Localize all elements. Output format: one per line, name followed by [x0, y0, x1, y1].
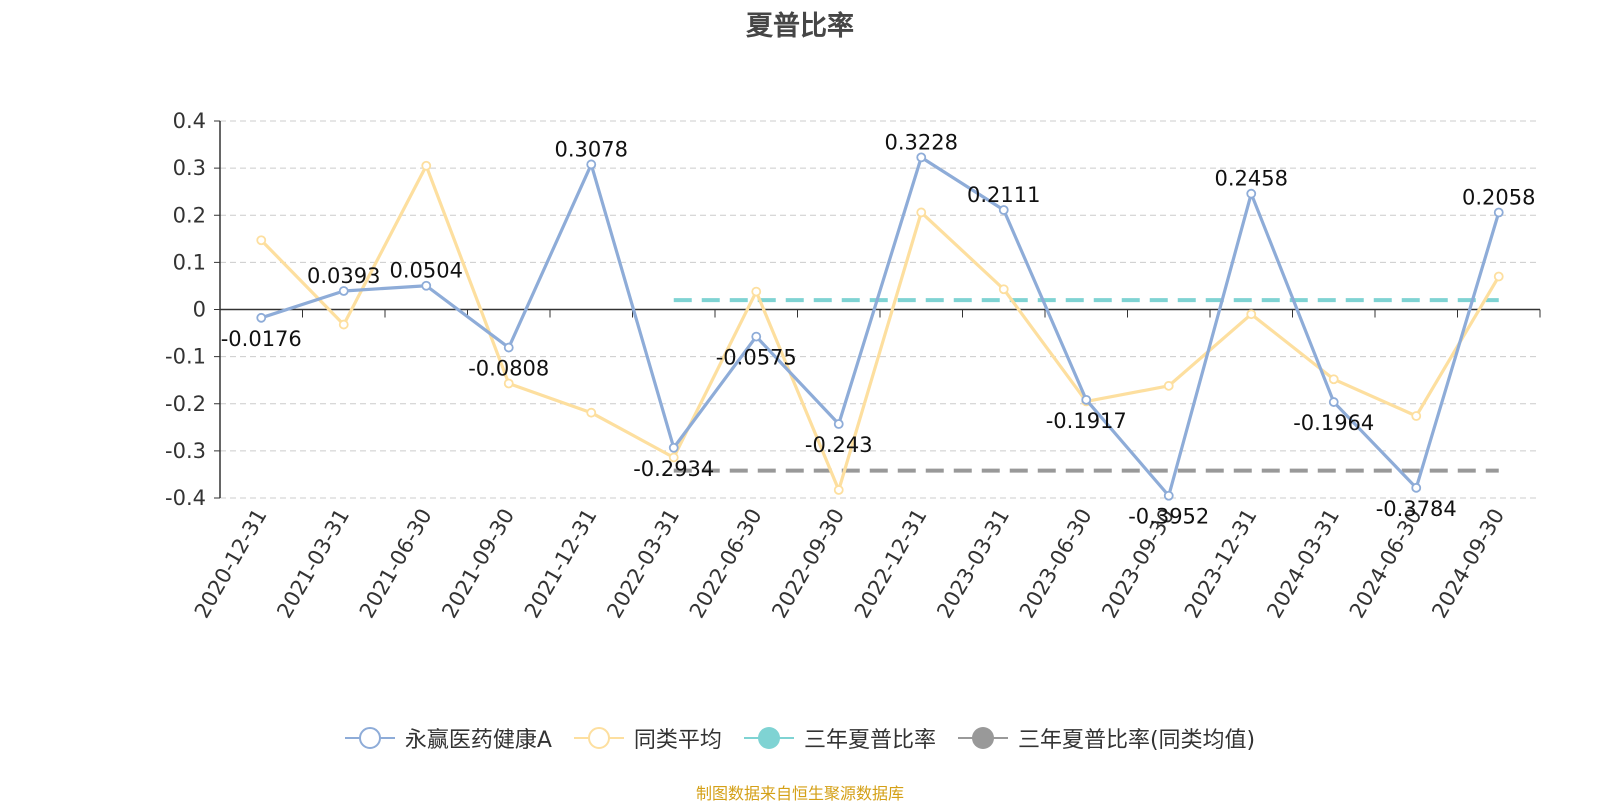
fund-point	[256, 312, 267, 323]
fund-data-label: -0.1917	[1046, 409, 1127, 433]
x-tick-label: 2022-12-31	[850, 505, 932, 623]
y-tick-label: -0.2	[165, 392, 206, 416]
fund-point	[1081, 394, 1092, 405]
peer-average-point	[916, 207, 927, 218]
fund-data-label: 0.0393	[307, 264, 380, 288]
peer-average-point	[256, 235, 267, 246]
peer-average-point	[503, 378, 514, 389]
fund-point	[833, 419, 844, 429]
x-tick-label: 2022-03-31	[602, 505, 684, 623]
legend-peer-circle-icon	[573, 727, 624, 749]
x-tick-label: 2021-09-30	[437, 505, 519, 623]
peer-average-point	[833, 485, 844, 495]
peer-average-point	[998, 284, 1009, 295]
x-tick-label: 2020-12-31	[190, 505, 272, 623]
legend-label-peer-average: 同类平均	[633, 728, 722, 753]
x-tick-label: 2024-03-31	[1262, 505, 1344, 623]
legend-label-three-year-peer: 三年夏普比率(同类均值)	[1017, 728, 1256, 753]
y-tick-label: 0.3	[173, 156, 206, 180]
fund-data-label: -0.0808	[468, 357, 549, 381]
fund-data-label: -0.3952	[1128, 505, 1209, 529]
x-tick-label: 2021-06-30	[355, 505, 437, 623]
peer-average-point	[338, 319, 349, 330]
source-note: 制图数据来自恒生聚源数据库	[695, 784, 904, 803]
x-tick-label: 2023-06-30	[1015, 505, 1097, 623]
x-tick-label: 2021-03-31	[272, 505, 354, 623]
y-tick-label: 0.4	[173, 109, 206, 133]
chart-title: 夏普比率	[746, 11, 854, 42]
fund-point	[1246, 188, 1257, 199]
fund-data-label: -0.0176	[221, 327, 302, 351]
peer-average-point	[1411, 411, 1422, 421]
peer-average-point	[751, 286, 762, 297]
peer-average-point	[668, 452, 679, 463]
fund-data-label: 0.0504	[390, 259, 463, 283]
peer-average-point	[1246, 309, 1257, 320]
fund-point	[1493, 207, 1504, 218]
legend-label-fund: 永赢医药健康A	[404, 728, 552, 753]
fund-point	[1411, 482, 1422, 493]
x-tick-label: 2022-06-30	[685, 505, 767, 623]
peer-average-point	[1328, 374, 1339, 385]
x-tick-label: 2023-03-31	[932, 505, 1014, 623]
peer-average-point	[421, 160, 432, 171]
legend-item-fund[interactable]: 永赢医药健康A	[344, 722, 552, 754]
fund-point	[916, 152, 927, 163]
y-tick-label: 0	[193, 298, 206, 322]
y-tick-label: 0.1	[173, 250, 206, 274]
legend-fund-circle-icon	[344, 727, 395, 749]
y-tick-label: -0.3	[165, 439, 206, 463]
x-tick-label: 2024-09-30	[1427, 505, 1509, 623]
peer-average-line	[260, 164, 1501, 492]
fund-data-label: -0.243	[805, 433, 873, 457]
peer-average-point	[586, 407, 597, 418]
fund-data-label: -0.2934	[633, 457, 714, 481]
y-tick-label: -0.4	[165, 486, 206, 510]
fund-data-label: -0.0575	[716, 346, 797, 370]
fund-point	[503, 342, 514, 353]
peer-average-point	[1493, 271, 1504, 282]
fund-data-label: 0.3228	[885, 130, 958, 154]
chart-legend: 永赢医药健康A 同类平均 三年夏普比率 三年夏普比率(同类均值)	[0, 722, 1600, 754]
fund-point	[338, 286, 349, 296]
fund-point	[1328, 397, 1339, 407]
legend-item-peer-average[interactable]: 同类平均	[573, 722, 722, 754]
legend-item-three-year[interactable]: 三年夏普比率	[743, 722, 936, 754]
y-tick-label: 0.2	[173, 203, 206, 227]
fund-data-label: 0.3078	[555, 137, 628, 161]
x-tick-label: 2022-09-30	[767, 505, 849, 623]
legend-three-year-peer-dot-icon	[957, 727, 1008, 749]
x-tick-label: 2024-06-30	[1345, 505, 1427, 623]
fund-point	[668, 442, 679, 453]
fund-data-label: 0.2111	[967, 183, 1040, 207]
fund-data-label: -0.3784	[1376, 497, 1457, 521]
peer-average-point	[1163, 380, 1174, 391]
legend-item-three-year-peer[interactable]: 三年夏普比率(同类均值)	[957, 722, 1256, 754]
y-tick-label: -0.1	[165, 345, 206, 369]
fund-point	[586, 159, 597, 170]
fund-data-label: -0.1964	[1293, 411, 1374, 435]
legend-three-year-dot-icon	[743, 727, 794, 749]
fund-data-label: 0.2058	[1462, 186, 1535, 210]
legend-label-three-year: 三年夏普比率	[803, 728, 936, 753]
fund-data-label: 0.2458	[1215, 167, 1288, 191]
fund-line	[260, 155, 1501, 498]
fund-point	[1163, 490, 1174, 501]
fund-point	[751, 331, 762, 342]
x-tick-label: 2021-12-31	[520, 505, 602, 623]
fund-point	[421, 280, 432, 291]
fund-point	[998, 205, 1009, 215]
